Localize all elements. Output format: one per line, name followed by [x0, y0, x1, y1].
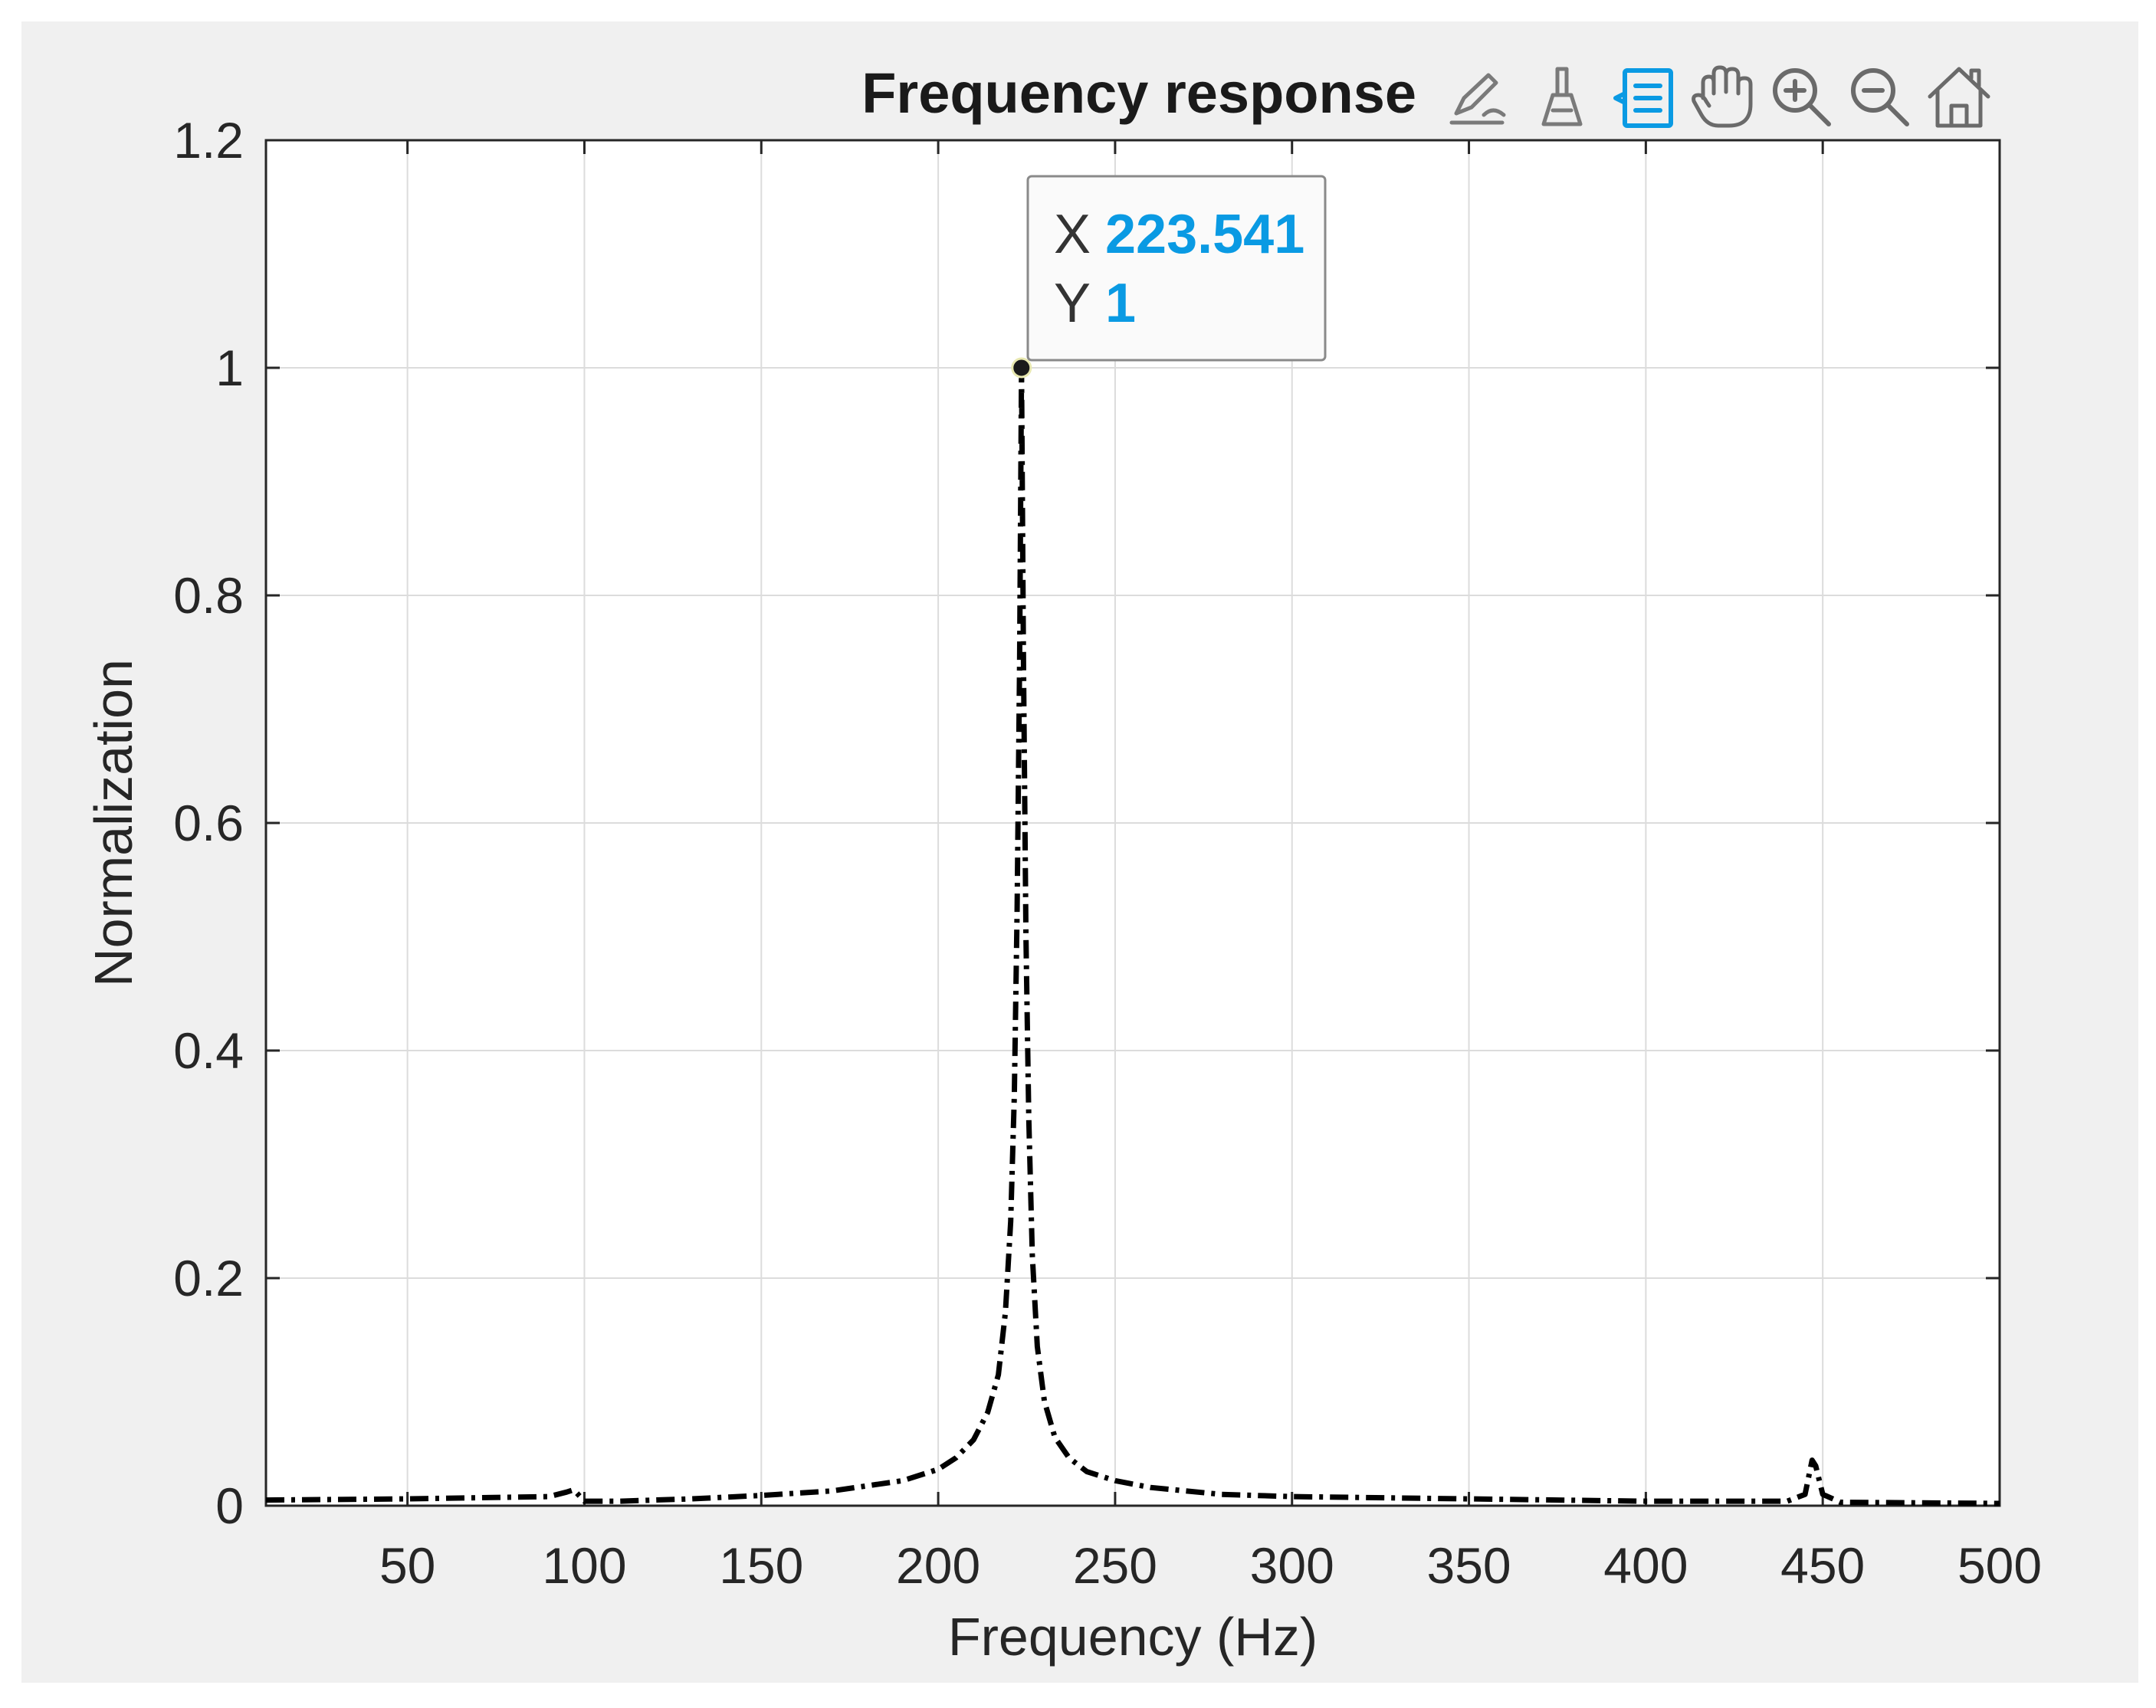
x-axis-label: Frequency (Hz)	[948, 1607, 1318, 1667]
datatip-box	[1026, 175, 1327, 362]
zoom-out-icon[interactable]	[1851, 68, 1909, 126]
x-tick-label: 50	[379, 1537, 435, 1594]
pan-hand-icon[interactable]	[1692, 65, 1753, 128]
y-tick-label: 0.8	[173, 567, 244, 624]
axes-box	[264, 139, 2001, 1507]
y-tick-labels: 0 0.2 0.4 0.6 0.8 1 1.2	[173, 112, 244, 1534]
x-tick-label: 300	[1250, 1537, 1334, 1594]
edit-plot-icon[interactable]	[1449, 73, 1506, 125]
datatip-y-value: 1	[1105, 273, 1136, 334]
x-tick-label: 400	[1603, 1537, 1688, 1594]
x-tick-label: 100	[542, 1537, 626, 1594]
series-line	[265, 365, 2000, 1506]
datatip[interactable]: X 223.541 Y 1	[1026, 175, 1327, 362]
y-tick-label: 0.6	[173, 795, 244, 851]
axes-toolbar	[1449, 65, 1990, 128]
datatip-icon[interactable]	[1613, 68, 1673, 128]
series-layer	[265, 357, 2000, 1506]
y-axis-label: Normalization	[84, 659, 143, 987]
x-tick-label: 350	[1426, 1537, 1511, 1594]
x-tick-label: 150	[719, 1537, 803, 1594]
zoom-in-icon[interactable]	[1773, 68, 1831, 126]
x-tick-label: 200	[896, 1537, 980, 1594]
x-tick-label: 500	[1957, 1537, 2042, 1594]
brush-icon[interactable]	[1541, 67, 1583, 126]
chart-title: Frequency response	[861, 61, 1416, 125]
y-tick-label: 0.2	[173, 1250, 244, 1306]
y-tick-label: 1.2	[173, 112, 244, 169]
datatip-x-key: X	[1054, 204, 1091, 265]
datatip-marker[interactable]	[1011, 357, 1032, 379]
x-tick-labels: 50 100 150 200 250 300 350 400 450 500	[379, 1537, 2042, 1594]
y-tick-label: 1	[215, 339, 244, 396]
y-tick-label: 0.4	[173, 1022, 244, 1079]
datatip-y-key: Y	[1054, 273, 1091, 334]
x-tick-label: 250	[1073, 1537, 1157, 1594]
x-tick-label: 450	[1780, 1537, 1865, 1594]
datatip-x-value: 223.541	[1105, 204, 1304, 265]
home-icon[interactable]	[1928, 67, 1990, 128]
y-tick-label: 0	[215, 1477, 244, 1534]
